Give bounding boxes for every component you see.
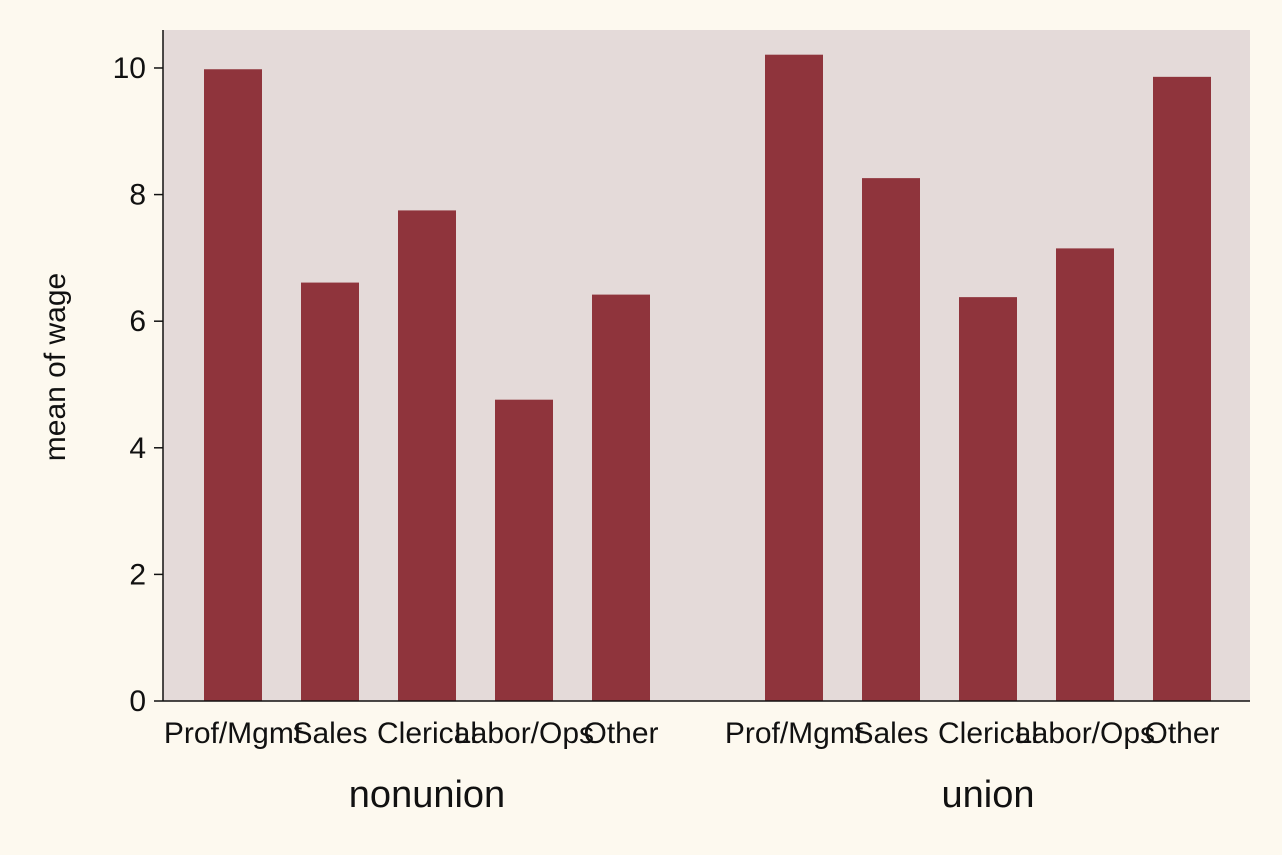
bar <box>1153 76 1211 702</box>
bar <box>495 399 553 701</box>
y-tick-label: 2 <box>129 558 146 591</box>
x-tick-label: Labor/Ops <box>454 717 594 750</box>
x-tick-label: Other <box>583 717 658 750</box>
y-tick-label: 4 <box>129 432 146 465</box>
group-labels: nonunion union <box>349 774 1035 816</box>
bar <box>204 69 262 701</box>
x-tick-label: Sales <box>853 717 928 750</box>
x-tick-label: Sales <box>292 717 367 750</box>
x-tick-label: Prof/Mgmt <box>164 717 303 750</box>
group-label: nonunion <box>349 774 505 816</box>
bar <box>301 282 359 701</box>
group-label: union <box>942 774 1035 816</box>
bar <box>592 294 650 701</box>
x-tick-label: Clerical <box>938 717 1038 750</box>
x-tick-label: Labor/Ops <box>1015 717 1155 750</box>
bar <box>398 210 456 701</box>
bar <box>959 297 1017 701</box>
bars-layer <box>204 54 1211 702</box>
y-tick-label: 8 <box>129 179 146 212</box>
x-tick-label: Other <box>1144 717 1219 750</box>
x-tick-label: Prof/Mgmt <box>725 717 864 750</box>
x-tick-label: Clerical <box>377 717 477 750</box>
y-tick-label: 10 <box>113 52 146 85</box>
bar <box>765 54 823 701</box>
y-ticks: 0 2 4 6 8 10 <box>113 52 163 718</box>
y-axis-title: mean of wage <box>39 273 72 461</box>
y-tick-label: 6 <box>129 305 146 338</box>
bar <box>1056 248 1114 701</box>
bar <box>862 178 920 702</box>
y-tick-label: 0 <box>129 685 146 718</box>
